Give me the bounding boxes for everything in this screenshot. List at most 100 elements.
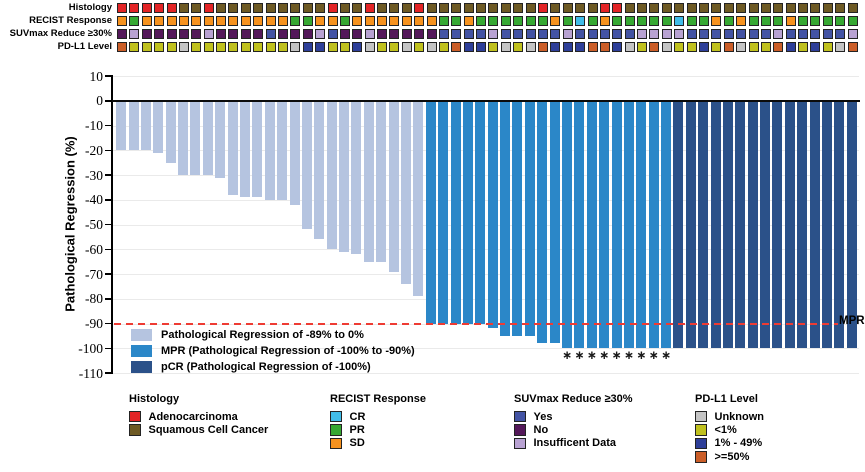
track-cell-suvmax	[822, 29, 833, 39]
track-cell-pdl1	[339, 42, 350, 52]
track-cell-histology	[711, 3, 722, 13]
track-cell-pdl1	[389, 42, 400, 52]
track-cell-recist	[253, 16, 264, 26]
track-cell-suvmax	[178, 29, 189, 39]
plot-legend-label: MPR (Pathological Regression of -100% to…	[161, 345, 415, 357]
track-cell-suvmax	[674, 29, 685, 39]
track-cell-suvmax	[538, 29, 549, 39]
track-cell-histology	[500, 3, 511, 13]
gridline	[113, 249, 859, 251]
track-cell-suvmax	[426, 29, 437, 39]
y-tick	[105, 298, 112, 300]
track-cell-suvmax	[525, 29, 536, 39]
track-cell-histology	[240, 3, 251, 13]
bar-patient-21	[363, 101, 374, 262]
bar-patient-28	[450, 101, 461, 324]
track-cell-histology	[277, 3, 288, 13]
track-cell-suvmax	[277, 29, 288, 39]
gridline	[113, 125, 859, 127]
track-cell-pdl1	[562, 42, 573, 52]
track-cell-suvmax	[624, 29, 635, 39]
legend-item: Insufficent Data	[514, 437, 633, 450]
track-cell-histology	[166, 3, 177, 13]
legend-group-recist: RECIST Response CR PR SD	[330, 393, 426, 450]
track-cell-histology	[327, 3, 338, 13]
track-cell-recist	[327, 16, 338, 26]
track-cell-suvmax	[760, 29, 771, 39]
track-cell-recist	[463, 16, 474, 26]
legend-swatch	[514, 410, 526, 423]
track-cell-pdl1	[265, 42, 276, 52]
track-cell-pdl1	[203, 42, 214, 52]
track-cell-recist	[191, 16, 202, 26]
track-cell-histology	[723, 3, 734, 13]
track-cell-pdl1	[773, 42, 784, 52]
track-cell-recist	[352, 16, 363, 26]
legend-swatch	[129, 424, 141, 436]
track-cell-recist	[129, 16, 140, 26]
track-cell-histology	[699, 3, 709, 13]
bar-patient-20	[351, 101, 362, 255]
track-cell-suvmax	[748, 29, 759, 39]
track-cell-recist	[835, 16, 846, 26]
track-cell-histology	[798, 3, 809, 13]
track-cell-suvmax	[438, 29, 449, 39]
track-cell-pdl1	[166, 42, 177, 52]
legend-swatch	[330, 437, 342, 450]
track-cell-recist	[773, 16, 784, 26]
legend-item-label: Yes	[533, 410, 553, 423]
track-cell-recist	[822, 16, 833, 26]
track-cell-pdl1	[377, 42, 388, 52]
track-cell-histology	[451, 3, 462, 13]
bar-patient-6	[178, 101, 189, 176]
track-cell-suvmax	[847, 29, 858, 39]
y-tick-label: -30	[85, 167, 103, 183]
legend-group-histology: Histology Adenocarcinoma Squamous Cell Can…	[129, 393, 268, 437]
track-cell-recist	[364, 16, 375, 26]
track-cell-histology	[117, 3, 127, 13]
track-cell-suvmax	[191, 29, 202, 39]
bar-patient-46	[673, 101, 684, 349]
legend-item-label: CR	[349, 410, 366, 423]
y-tick	[105, 372, 112, 374]
asterisk-mark: ∗	[636, 348, 647, 362]
track-cell-suvmax	[327, 29, 338, 39]
track-cell-suvmax	[389, 29, 400, 39]
track-cell-recist	[277, 16, 288, 26]
bar-patient-5	[165, 101, 176, 163]
bar-patient-24	[401, 101, 411, 284]
track-cell-suvmax	[117, 29, 127, 39]
gridline	[113, 199, 859, 201]
track-cell-pdl1	[575, 42, 586, 52]
legend-item: CR	[330, 410, 426, 423]
y-tick	[105, 248, 112, 251]
y-tick	[105, 124, 112, 127]
legend-item-label: SD	[349, 437, 365, 450]
track-cell-suvmax	[352, 29, 363, 39]
track-cell-histology	[674, 3, 685, 13]
track-cell-suvmax	[364, 29, 375, 39]
gridline	[113, 150, 859, 152]
track-cell-histology	[773, 3, 784, 13]
track-cell-recist	[178, 16, 189, 26]
track-cell-recist	[216, 16, 227, 26]
bar-patient-47	[685, 101, 696, 349]
legend-item: >=50%	[695, 450, 764, 463]
track-cell-recist	[674, 16, 685, 26]
bar-patient-1	[116, 101, 127, 151]
plot-legend-label: pCR (Pathological Regression of -100%)	[161, 361, 371, 373]
asterisk-mark: ∗	[611, 348, 622, 362]
y-tick	[105, 273, 112, 275]
track-cell-recist	[525, 16, 536, 26]
bar-patient-39	[586, 101, 597, 349]
track-cell-pdl1	[129, 42, 140, 52]
track-cell-histology	[686, 3, 697, 13]
track-cell-pdl1	[154, 42, 165, 52]
track-cell-pdl1	[513, 42, 524, 52]
track-cell-recist	[240, 16, 251, 26]
legend-item: SD	[330, 437, 426, 450]
bar-patient-42	[623, 101, 634, 349]
track-cell-suvmax	[414, 29, 425, 39]
bar-patient-37	[561, 101, 572, 349]
bar-patient-43	[636, 101, 647, 349]
